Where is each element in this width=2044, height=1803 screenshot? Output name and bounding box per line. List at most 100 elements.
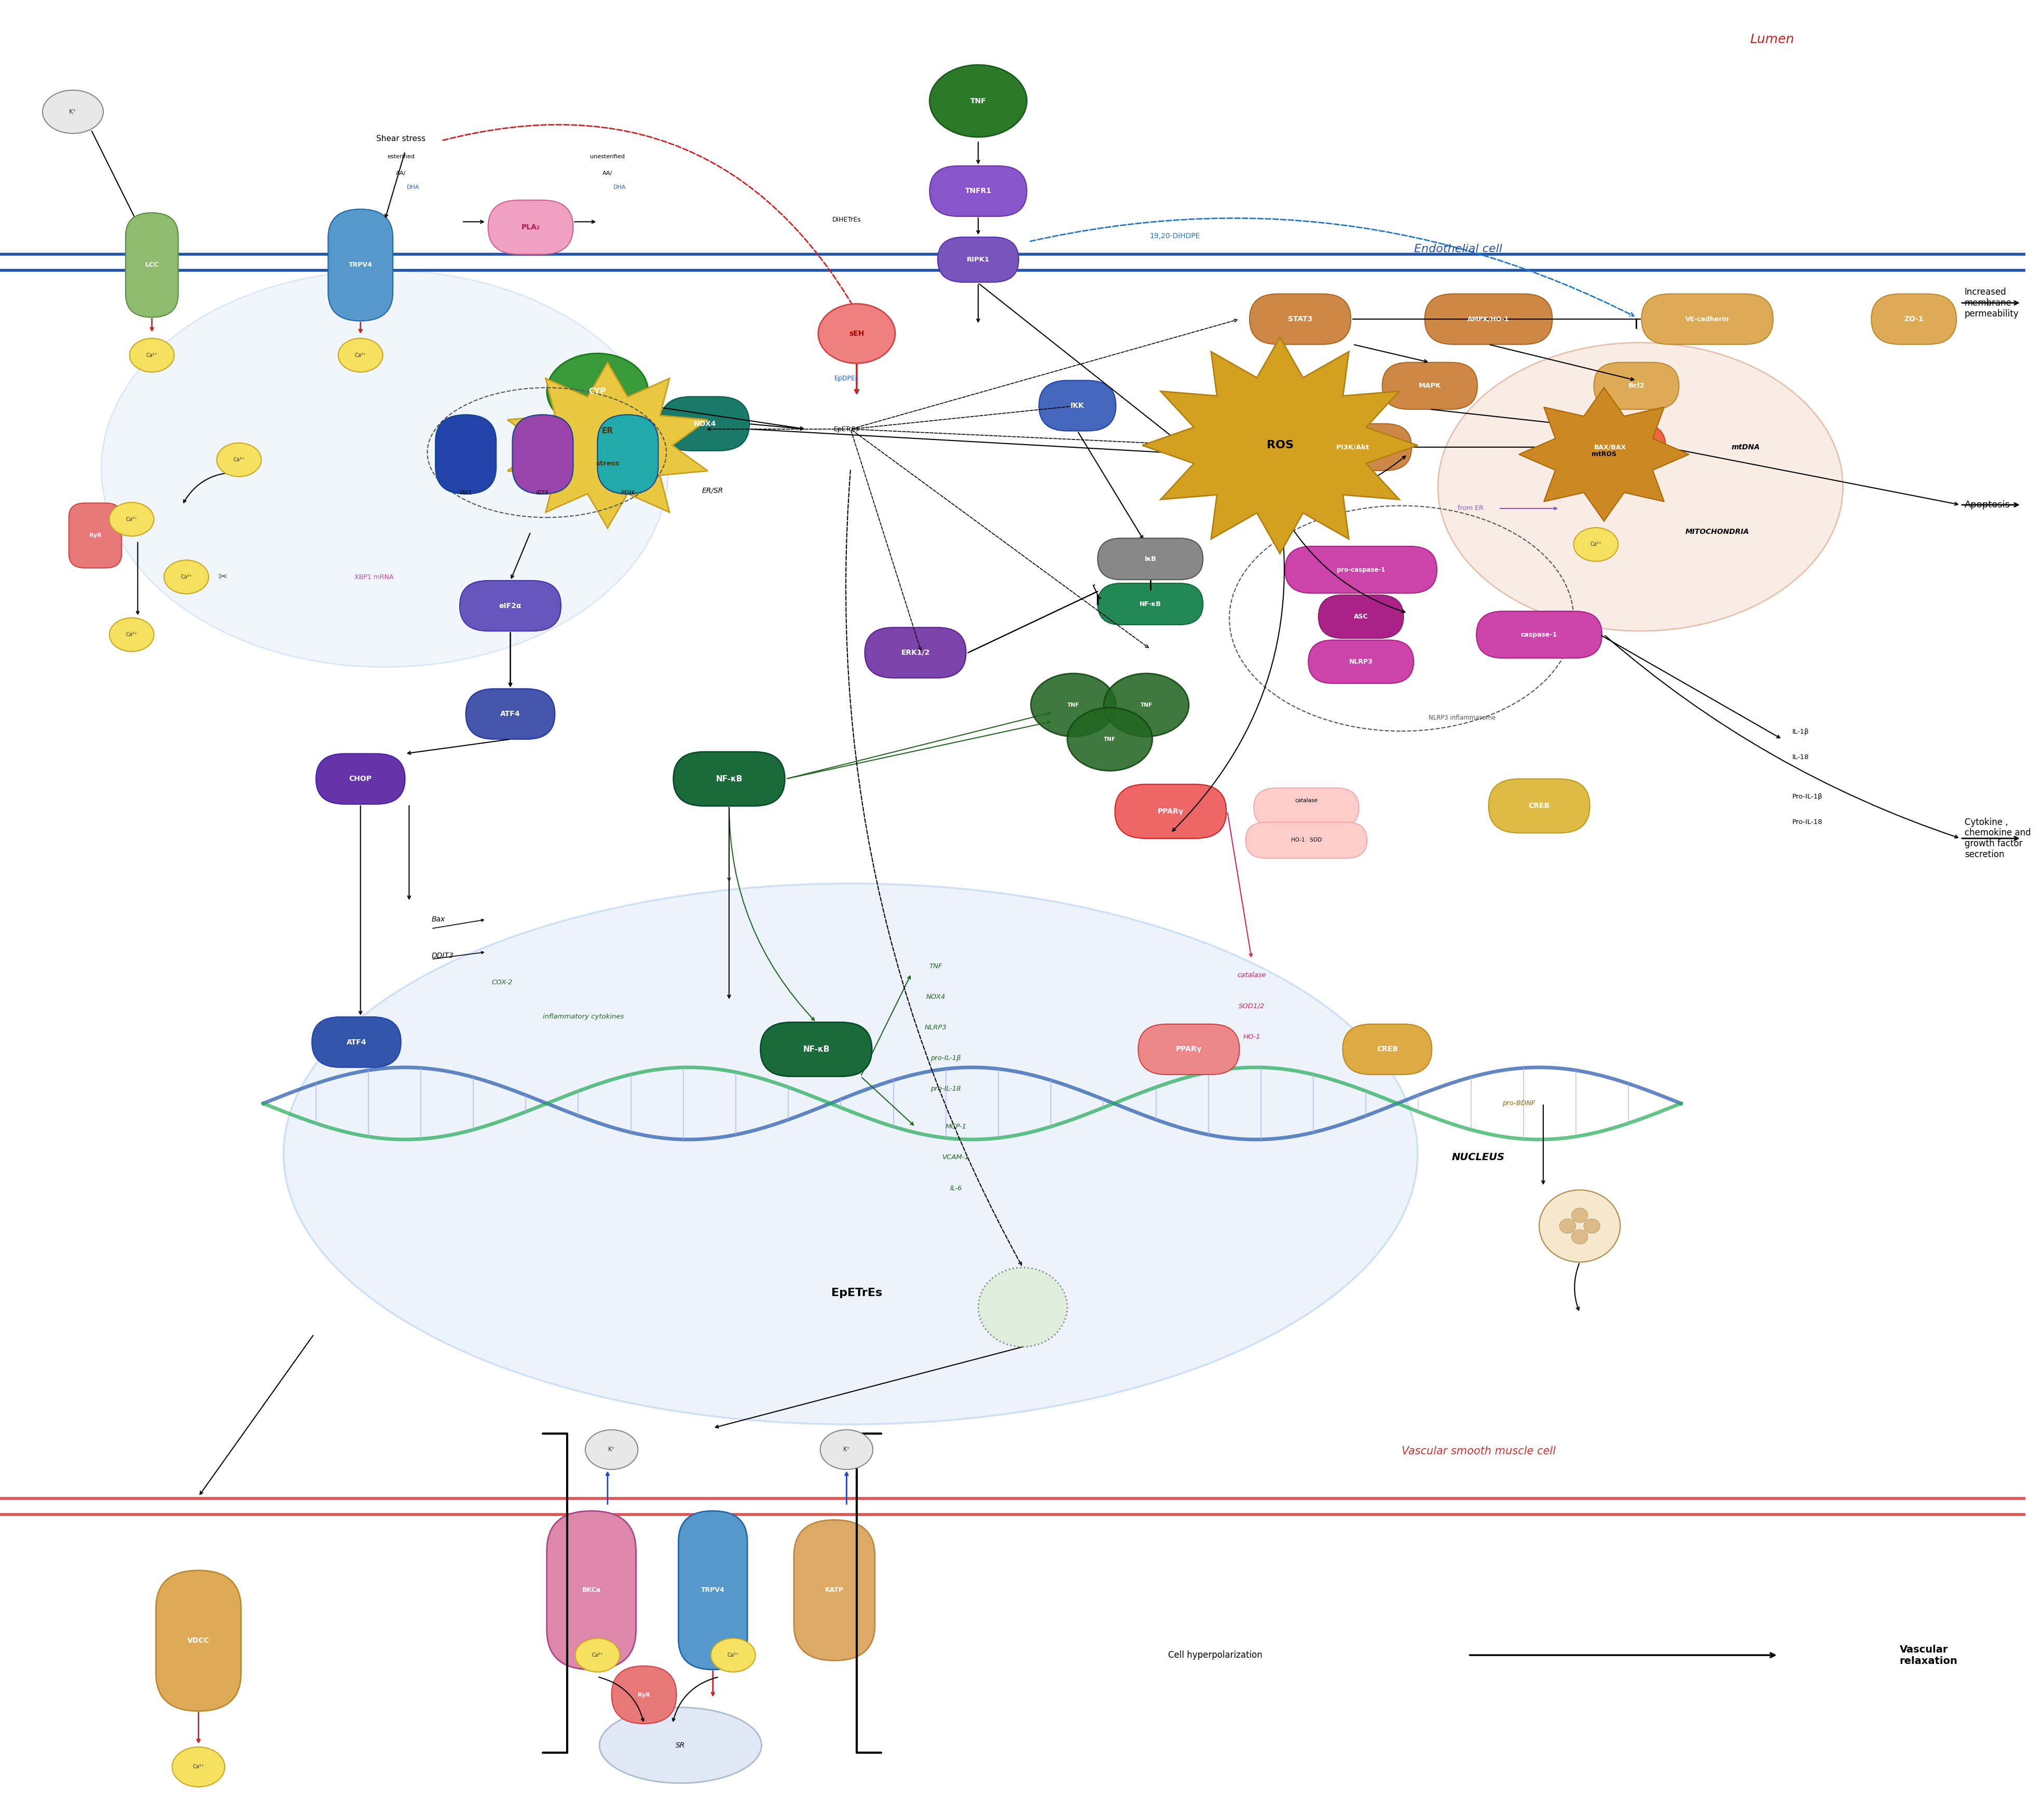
- Ellipse shape: [585, 1430, 638, 1469]
- Polygon shape: [1519, 388, 1688, 521]
- Text: pro-caspase-1: pro-caspase-1: [1337, 566, 1386, 573]
- Text: EpDPEs: EpDPEs: [834, 375, 858, 382]
- Ellipse shape: [284, 883, 1419, 1424]
- FancyBboxPatch shape: [69, 503, 121, 568]
- Text: K⁺: K⁺: [69, 108, 78, 115]
- FancyBboxPatch shape: [329, 209, 392, 321]
- Text: BAX/BAX: BAX/BAX: [1594, 444, 1627, 451]
- Text: K⁺: K⁺: [607, 1446, 615, 1453]
- Text: CREB: CREB: [1529, 802, 1549, 810]
- Ellipse shape: [820, 1430, 873, 1469]
- Text: NLRP3 inflammasome: NLRP3 inflammasome: [1429, 714, 1496, 721]
- Text: RyR: RyR: [90, 534, 102, 537]
- Ellipse shape: [164, 561, 208, 593]
- Text: CYP: CYP: [589, 388, 607, 395]
- Text: caspase-1: caspase-1: [1521, 631, 1558, 638]
- Text: LCC: LCC: [145, 261, 159, 269]
- Circle shape: [1572, 1208, 1588, 1222]
- Polygon shape: [1143, 337, 1419, 554]
- Ellipse shape: [1067, 707, 1153, 772]
- Circle shape: [1572, 1230, 1588, 1244]
- Ellipse shape: [599, 1707, 762, 1783]
- Text: Ca²⁺: Ca²⁺: [728, 1653, 738, 1657]
- FancyBboxPatch shape: [1425, 294, 1551, 344]
- Text: Cell hyperpolarization: Cell hyperpolarization: [1167, 1650, 1263, 1661]
- FancyBboxPatch shape: [1343, 1024, 1433, 1075]
- Ellipse shape: [217, 444, 262, 476]
- Text: HO-1   SOD: HO-1 SOD: [1292, 838, 1322, 842]
- Ellipse shape: [129, 339, 174, 371]
- Ellipse shape: [1437, 343, 1844, 631]
- Text: TNF: TNF: [1104, 737, 1116, 741]
- Text: STAT3: STAT3: [1288, 316, 1312, 323]
- FancyBboxPatch shape: [1594, 362, 1678, 409]
- Text: Pro-IL-18: Pro-IL-18: [1793, 819, 1823, 826]
- Text: NF-κB: NF-κB: [803, 1046, 830, 1053]
- Text: K⁺: K⁺: [842, 1446, 850, 1453]
- Text: IκB: IκB: [1145, 555, 1157, 563]
- Text: ZO-1: ZO-1: [1905, 316, 1923, 323]
- Ellipse shape: [711, 1639, 756, 1671]
- Text: ROS: ROS: [1267, 440, 1294, 451]
- Text: TRPV4: TRPV4: [350, 261, 372, 269]
- FancyBboxPatch shape: [938, 236, 1018, 283]
- Text: RIPK1: RIPK1: [967, 256, 989, 263]
- Text: NUCLEUS: NUCLEUS: [1451, 1152, 1504, 1163]
- Text: mtDNA: mtDNA: [1731, 444, 1760, 451]
- Circle shape: [1584, 1219, 1600, 1233]
- FancyBboxPatch shape: [930, 166, 1026, 216]
- Text: CREB: CREB: [1376, 1046, 1398, 1053]
- Text: IRE1: IRE1: [460, 490, 472, 496]
- Text: 19,20-DiHDPE: 19,20-DiHDPE: [1149, 233, 1200, 240]
- FancyBboxPatch shape: [0, 0, 2026, 189]
- Ellipse shape: [102, 270, 668, 667]
- Text: Ca²⁺: Ca²⁺: [127, 633, 137, 636]
- FancyBboxPatch shape: [1249, 294, 1351, 344]
- Text: BKCa: BKCa: [583, 1587, 601, 1594]
- FancyBboxPatch shape: [1382, 362, 1478, 409]
- FancyBboxPatch shape: [611, 1666, 677, 1724]
- Text: Bcl2: Bcl2: [1629, 382, 1645, 389]
- Text: AA/: AA/: [603, 171, 613, 175]
- Text: IL-6: IL-6: [950, 1185, 963, 1192]
- FancyBboxPatch shape: [435, 415, 497, 494]
- FancyBboxPatch shape: [1286, 546, 1437, 593]
- FancyBboxPatch shape: [1872, 294, 1956, 344]
- FancyBboxPatch shape: [1553, 424, 1666, 471]
- Text: from ER: from ER: [1457, 505, 1484, 512]
- Ellipse shape: [110, 618, 153, 651]
- Text: Ca²⁺: Ca²⁺: [192, 1765, 204, 1769]
- Text: Apoptosis: Apoptosis: [1964, 499, 2009, 510]
- Text: Endothelial cell: Endothelial cell: [1414, 243, 1502, 254]
- FancyBboxPatch shape: [597, 415, 658, 494]
- FancyBboxPatch shape: [1139, 1024, 1239, 1075]
- Text: TNF: TNF: [1141, 703, 1153, 707]
- Text: NLRP3: NLRP3: [924, 1024, 946, 1031]
- FancyBboxPatch shape: [1641, 294, 1772, 344]
- Text: Vascular smooth muscle cell: Vascular smooth muscle cell: [1402, 1446, 1555, 1457]
- Text: NOX4: NOX4: [926, 993, 946, 1001]
- Text: ERK1/2: ERK1/2: [901, 649, 930, 656]
- Polygon shape: [507, 362, 707, 528]
- Text: pro-IL-1β: pro-IL-1β: [930, 1055, 961, 1062]
- Ellipse shape: [1030, 673, 1116, 737]
- Text: IL-18: IL-18: [1793, 754, 1809, 761]
- FancyBboxPatch shape: [1488, 779, 1590, 833]
- Text: NF-κB: NF-κB: [1139, 600, 1161, 608]
- FancyBboxPatch shape: [660, 397, 750, 451]
- Text: sEH: sEH: [848, 330, 865, 337]
- Text: unesterified: unesterified: [591, 155, 625, 159]
- Text: pro-IL-18: pro-IL-18: [930, 1085, 961, 1093]
- Ellipse shape: [818, 303, 895, 364]
- Text: inflammatory cytokines: inflammatory cytokines: [544, 1013, 623, 1020]
- Text: TNF: TNF: [930, 963, 942, 970]
- Text: PLA₂: PLA₂: [521, 224, 540, 231]
- FancyBboxPatch shape: [1476, 611, 1602, 658]
- Text: ER: ER: [601, 427, 613, 435]
- FancyBboxPatch shape: [760, 1022, 873, 1076]
- Ellipse shape: [43, 90, 104, 133]
- FancyBboxPatch shape: [1114, 784, 1226, 838]
- Text: Increased
membrane
permeability: Increased membrane permeability: [1964, 287, 2019, 319]
- Text: VDCC: VDCC: [188, 1637, 211, 1644]
- Text: VCAM-1: VCAM-1: [942, 1154, 969, 1161]
